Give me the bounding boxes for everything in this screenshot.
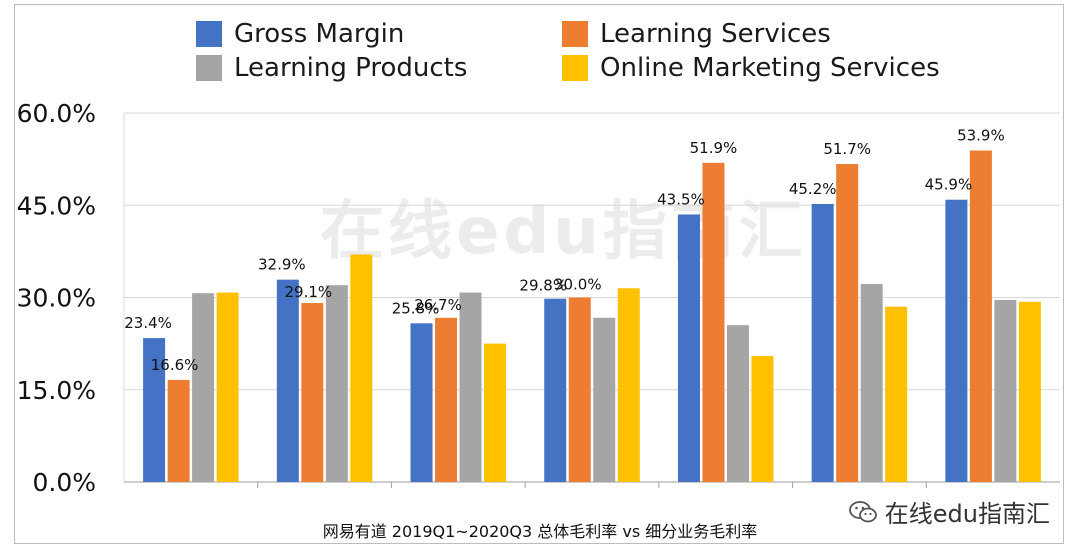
- source-badge: 在线edu指南汇: [848, 494, 1050, 529]
- bar-gross-margin: [945, 199, 968, 482]
- bar-online-marketing-services: [885, 306, 908, 482]
- badge-text: 在线edu指南汇: [884, 500, 1050, 528]
- data-label: 43.5%: [657, 190, 705, 208]
- y-tick-label: 60.0%: [17, 99, 96, 128]
- legend-swatch-learning-products: [196, 55, 222, 81]
- bar-learning-products: [325, 285, 348, 482]
- bar-learning-products: [593, 317, 616, 482]
- legend-swatch-learning-services: [562, 21, 588, 47]
- bar-online-marketing-services: [1018, 301, 1041, 482]
- bar-online-marketing-services: [484, 343, 507, 482]
- legend-label-gross-margin: Gross Margin: [234, 19, 405, 49]
- bar-online-marketing-services: [751, 355, 774, 482]
- data-label: 23.4%: [124, 314, 172, 332]
- bar-learning-products: [192, 293, 215, 482]
- bar-learning-services: [702, 162, 725, 482]
- bar-gross-margin: [276, 279, 299, 482]
- data-label: 16.6%: [151, 356, 199, 374]
- bar-learning-services: [435, 317, 458, 482]
- legend-item-learning-services: Learning Services: [562, 19, 831, 49]
- chart-legend: Gross Margin Learning Services Learning …: [0, 0, 1080, 100]
- data-label: 45.2%: [789, 180, 837, 198]
- bar-online-marketing-services: [216, 292, 239, 482]
- legend-item-gross-margin: Gross Margin: [196, 19, 404, 49]
- bar-gross-margin: [143, 338, 166, 482]
- legend-label-learning-products: Learning Products: [234, 53, 468, 83]
- bar-learning-services: [836, 164, 859, 483]
- legend-label-learning-services: Learning Services: [600, 19, 831, 49]
- y-tick-label: 30.0%: [17, 284, 96, 313]
- bar-learning-products: [860, 283, 883, 482]
- bar-gross-margin: [677, 214, 700, 482]
- bar-learning-services: [568, 297, 591, 482]
- data-label: 53.9%: [957, 127, 1005, 145]
- bar-learning-services: [167, 379, 190, 482]
- bar-gross-margin: [544, 298, 567, 482]
- legend-item-online-marketing-services: Online Marketing Services: [562, 53, 940, 83]
- data-label: 29.1%: [284, 283, 332, 301]
- data-label: 26.7%: [414, 296, 462, 314]
- legend-item-learning-products: Learning Products: [196, 53, 467, 83]
- data-label: 32.9%: [258, 256, 306, 274]
- bar-learning-products: [459, 292, 482, 482]
- legend-swatch-online-marketing-services: [562, 55, 588, 81]
- bar-gross-margin: [811, 204, 834, 482]
- bar-learning-services: [301, 303, 324, 482]
- bar-gross-margin: [410, 323, 433, 482]
- bar-learning-products: [726, 325, 749, 482]
- bar-online-marketing-services: [350, 254, 373, 482]
- data-label: 45.9%: [925, 176, 973, 194]
- legend-label-online-marketing-services: Online Marketing Services: [600, 53, 940, 83]
- data-label: 29.8%: [519, 277, 567, 295]
- bar-learning-services: [969, 150, 992, 482]
- wechat-icon: [848, 500, 877, 522]
- y-tick-label: 0.0%: [32, 468, 96, 497]
- data-label: 51.7%: [823, 140, 871, 158]
- chart-caption: 网易有道 2019Q1~2020Q3 总体毛利率 vs 细分业务毛利率: [322, 522, 758, 541]
- data-label: 25.8%: [392, 299, 440, 317]
- y-tick-label: 45.0%: [17, 191, 96, 220]
- data-label: 30.0%: [554, 276, 602, 294]
- y-tick-label: 15.0%: [17, 376, 96, 405]
- legend-swatch-gross-margin: [196, 21, 222, 47]
- bar-online-marketing-services: [617, 288, 640, 482]
- data-label: 51.9%: [690, 139, 738, 157]
- bar-learning-products: [994, 299, 1017, 482]
